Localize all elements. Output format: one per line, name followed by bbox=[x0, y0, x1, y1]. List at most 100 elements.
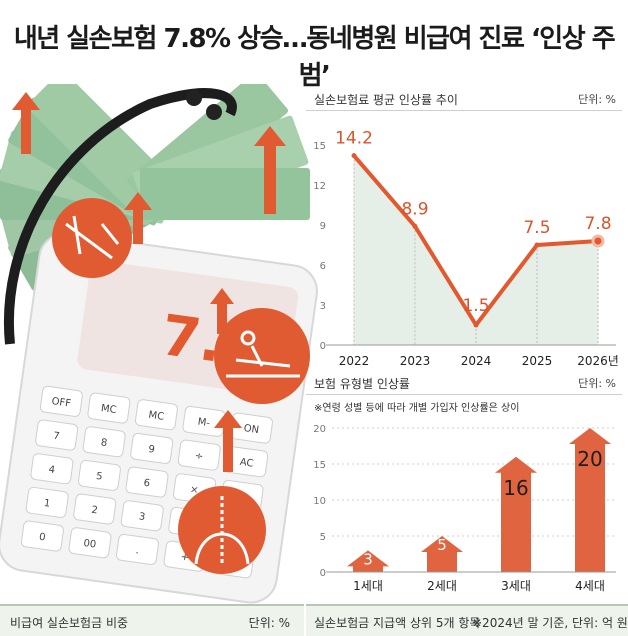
bar-chart-x-tick: 3세대 bbox=[501, 579, 531, 593]
line-chart-value-label: 7.5 bbox=[523, 218, 550, 238]
line-chart-value-label: 14.2 bbox=[335, 129, 373, 149]
line-chart-x-tick: 2026년 bbox=[577, 354, 619, 368]
spine-circle-icon bbox=[178, 486, 266, 574]
bar-chart: 0 5 10 15 20 3 5 16 20 1세대 2세대 3세대 4세대 bbox=[313, 424, 616, 593]
bar-chart-value-label: 3 bbox=[363, 550, 373, 568]
bar-chart-y-tick: 0 bbox=[320, 568, 326, 579]
calculator-key bbox=[25, 486, 69, 518]
bottom-left-unit: 단위: % bbox=[248, 616, 290, 630]
calculator-key bbox=[116, 533, 159, 565]
calculator-key-label: . bbox=[135, 545, 140, 556]
line-chart-value-label: 7.8 bbox=[584, 214, 611, 234]
line-chart-y-tick: 9 bbox=[320, 221, 326, 232]
line-chart-value-label: 1.5 bbox=[462, 296, 489, 316]
calculator-key bbox=[20, 520, 64, 552]
calculator-key-label: MC bbox=[100, 403, 117, 416]
bar-chart-bar bbox=[569, 428, 611, 572]
bar-chart-value-label: 16 bbox=[503, 476, 528, 500]
calculator-key-label: 2 bbox=[91, 505, 99, 517]
calculator-key bbox=[134, 399, 178, 431]
calculator-key-label: ON bbox=[243, 423, 260, 436]
line-chart-x-tick: 2022 bbox=[339, 354, 370, 368]
calculator-key bbox=[120, 500, 164, 532]
calculator-key bbox=[77, 459, 121, 491]
line-chart-y-tick: 3 bbox=[320, 301, 326, 312]
calculator-key-label: 7 bbox=[53, 431, 61, 443]
line-chart-point bbox=[412, 223, 418, 229]
calculator-key bbox=[177, 439, 221, 471]
calculator-key-label: AC bbox=[239, 457, 254, 470]
line-chart-area bbox=[354, 155, 598, 345]
line-chart-unit: 단위: % bbox=[578, 93, 616, 106]
bottom-right-title: 실손보험금 지급액 상위 5개 항목 bbox=[314, 616, 481, 630]
line-chart-y-tick: 15 bbox=[313, 141, 326, 152]
bottom-left-title: 비급여 실손보험금 비중 bbox=[10, 616, 129, 630]
bar-chart-bar bbox=[347, 550, 389, 572]
line-chart-y-tick: 6 bbox=[320, 261, 326, 272]
line-chart-point bbox=[351, 153, 357, 159]
calculator-key bbox=[68, 527, 112, 559]
line-chart-point bbox=[473, 322, 479, 328]
bar-chart-panel: 보험 유형별 인상률 단위: % ※연령 성별 등에 따라 개별 가입자 인상률… bbox=[306, 372, 622, 602]
calculator-key bbox=[87, 392, 131, 424]
calculator-key-label: 8 bbox=[100, 437, 108, 449]
bar-chart-x-tick: 2세대 bbox=[427, 579, 457, 593]
bar-chart-y-tick: 10 bbox=[313, 496, 326, 507]
calculator-key-label: + bbox=[180, 552, 190, 564]
bar-chart-bar bbox=[495, 456, 537, 572]
bar-chart-note: ※연령 성별 등에 따라 개별 가입자 인상률은 상이 bbox=[314, 403, 520, 414]
calculator-key-label: MC bbox=[148, 410, 165, 423]
line-chart-point bbox=[591, 234, 605, 248]
bar-chart-unit: 단위: % bbox=[578, 377, 616, 390]
headline-area: 내년 실손보험 7.8% 상승…동네병원 비급여 진료 ‘인상 주범’ bbox=[0, 0, 628, 91]
bottom-left-panel-header: 비급여 실손보험금 비중 단위: % bbox=[0, 604, 304, 636]
line-chart-y-tick: 0 bbox=[320, 341, 326, 352]
calculator-key-label: 4 bbox=[48, 464, 56, 476]
bar-chart-value-label: 5 bbox=[437, 536, 447, 554]
calculator-key bbox=[35, 419, 79, 451]
line-chart: 0 3 6 9 12 15 14.2 8.9 1.5 7.5 7.8 2022 2023 2024 20… bbox=[313, 129, 619, 368]
line-chart-value-label: 8.9 bbox=[401, 199, 428, 219]
calculator-key-label: 5 bbox=[95, 471, 103, 483]
bar-chart-y-tick: 15 bbox=[313, 460, 326, 471]
calculator-key bbox=[73, 493, 117, 525]
calculator-key bbox=[82, 426, 126, 458]
bar-chart-x-tick: 4세대 bbox=[575, 579, 605, 593]
calculator-key bbox=[130, 432, 174, 464]
line-chart-x-tick: 2025 bbox=[522, 354, 553, 368]
line-chart-header: 실손보험료 평균 인상률 추이 단위: % bbox=[306, 88, 622, 111]
calculator-key-label: 0 bbox=[38, 532, 46, 544]
calculator-key-label: 1 bbox=[43, 498, 51, 510]
bottom-right-note: ※2024년 말 기준, 단위: 억 원 bbox=[472, 616, 628, 630]
bar-chart-value-label: 20 bbox=[577, 447, 602, 471]
calculator-key-label: 9 bbox=[148, 444, 156, 456]
bar-chart-header: 보험 유형별 인상률 단위: % bbox=[306, 372, 622, 395]
calculator-key-label: 3 bbox=[138, 511, 146, 523]
line-chart-point bbox=[534, 242, 540, 248]
physiotherapy-circle-icon bbox=[214, 308, 310, 404]
calculator-key-label: M- bbox=[197, 417, 211, 430]
up-arrows bbox=[12, 92, 286, 472]
line-chart-panel: 실손보험료 평균 인상률 추이 단위: % 0 3 6 9 12 15 14.2 8.9 1.… bbox=[306, 88, 622, 370]
calculator-key bbox=[39, 385, 83, 417]
calculator-key bbox=[30, 453, 74, 485]
calculator-key-label: ÷ bbox=[194, 451, 204, 463]
bar-chart-x-tick: 1세대 bbox=[353, 579, 383, 593]
line-chart-y-tick: 12 bbox=[313, 181, 326, 192]
headline-title: 내년 실손보험 7.8% 상승…동네병원 비급여 진료 ‘인상 주범’ bbox=[13, 24, 616, 91]
bar-chart-title: 보험 유형별 인상률 bbox=[314, 377, 410, 391]
calculator-key-label: × bbox=[189, 484, 199, 496]
bar-chart-y-tick: 20 bbox=[313, 424, 326, 435]
line-chart-x-tick: 2023 bbox=[400, 354, 431, 368]
calculator-key-label: 00 bbox=[83, 538, 97, 551]
bar-chart-y-tick: 5 bbox=[320, 532, 326, 543]
calculator-key-label: 6 bbox=[143, 478, 151, 490]
bottom-right-panel-header: 실손보험금 지급액 상위 5개 항목 ※2024년 말 기준, 단위: 억 원 bbox=[306, 604, 628, 636]
line-chart-title: 실손보험료 평균 인상률 추이 bbox=[314, 93, 458, 107]
calculator-key-label: OFF bbox=[51, 396, 72, 410]
calculator-key bbox=[125, 466, 169, 498]
bar-chart-bar bbox=[421, 536, 463, 572]
